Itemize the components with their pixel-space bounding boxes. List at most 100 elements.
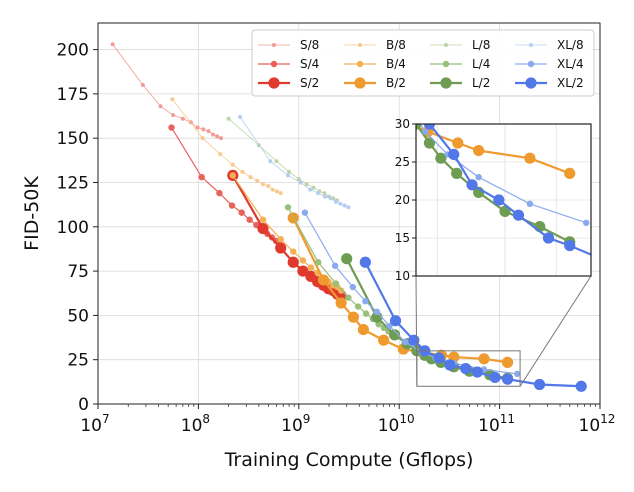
data-point <box>335 297 347 309</box>
data-point <box>277 235 284 243</box>
data-point <box>274 189 279 194</box>
data-point <box>238 114 243 119</box>
series-xl-2 <box>423 124 629 274</box>
x-tick-label: 1011 <box>478 412 515 436</box>
data-point <box>346 205 351 210</box>
data-point <box>268 159 273 164</box>
data-point <box>284 204 292 211</box>
inset-y-tick-label: 30 <box>395 117 410 131</box>
data-point <box>435 152 447 164</box>
data-point <box>287 169 292 174</box>
data-point <box>460 362 472 375</box>
x-tick-label: 108 <box>181 412 210 436</box>
data-point <box>359 256 371 268</box>
series-xl-4 <box>419 124 590 226</box>
data-point <box>226 116 231 121</box>
legend-marker <box>356 60 364 68</box>
series-line <box>419 124 587 224</box>
inset-series <box>348 7 629 274</box>
data-point <box>238 209 245 216</box>
legend-item: B/2 <box>344 76 406 90</box>
data-point <box>331 262 339 269</box>
series-line <box>228 118 338 201</box>
legend-item: S/4 <box>258 57 319 71</box>
data-point <box>362 298 369 305</box>
data-point <box>473 145 485 157</box>
y-tick-label: 150 <box>57 129 89 149</box>
data-point <box>389 315 402 327</box>
series-b-4 <box>229 172 345 294</box>
data-point <box>378 334 390 346</box>
x-tick-label: 109 <box>281 412 310 436</box>
y-axis-label: FID-50K <box>21 176 43 251</box>
data-point <box>201 127 206 132</box>
legend-item: S/8 <box>258 38 319 52</box>
legend-item: XL/4 <box>515 57 584 71</box>
legend-label: XL/8 <box>557 38 584 52</box>
data-point <box>475 174 482 181</box>
legend-item: L/8 <box>430 38 490 52</box>
data-point <box>423 137 436 149</box>
legend-marker <box>444 43 448 47</box>
series-line <box>239 116 349 208</box>
legend-marker <box>529 43 533 47</box>
data-point <box>285 173 290 178</box>
data-point <box>386 322 393 330</box>
data-point <box>493 194 505 206</box>
data-point <box>255 178 260 183</box>
data-point <box>564 240 576 252</box>
data-point <box>514 370 521 378</box>
data-point <box>451 167 463 179</box>
data-point <box>533 378 546 391</box>
data-point <box>478 353 490 365</box>
data-point <box>583 219 590 226</box>
y-tick-label: 50 <box>67 306 89 326</box>
y-tick-label: 175 <box>57 85 89 105</box>
series-line <box>416 124 571 243</box>
legend-item: XL/8 <box>515 38 584 52</box>
series-line <box>304 212 518 375</box>
data-point <box>200 136 205 141</box>
data-point <box>347 311 360 323</box>
data-point <box>362 310 370 317</box>
legend-item: L/2 <box>430 76 490 90</box>
inset-plot: 10 15 20 25 30 <box>348 7 629 283</box>
data-point <box>180 116 185 121</box>
series-l-8 <box>226 116 339 203</box>
series-l-4 <box>284 204 400 340</box>
inset-y-tick-label: 25 <box>395 155 410 169</box>
data-point <box>512 209 525 221</box>
data-point <box>308 187 313 192</box>
data-point <box>211 132 216 137</box>
data-point <box>408 334 420 346</box>
x-axis-label: Training Compute (Gflops) <box>224 449 474 471</box>
data-point <box>433 352 445 364</box>
data-point <box>448 148 460 160</box>
legend-marker <box>442 60 450 68</box>
y-tick-label: 200 <box>57 41 89 61</box>
data-point <box>110 42 115 47</box>
y-tick-label: 0 <box>78 395 89 415</box>
data-point <box>316 191 321 196</box>
data-point <box>307 264 315 271</box>
data-point <box>229 172 236 179</box>
data-point <box>246 216 253 223</box>
legend-label: B/4 <box>386 57 406 71</box>
data-point <box>337 287 345 294</box>
data-point <box>526 200 534 207</box>
main-series <box>110 42 587 392</box>
legend-label: XL/4 <box>557 57 584 71</box>
data-point <box>215 134 220 139</box>
data-point <box>489 371 501 384</box>
data-point <box>275 242 287 254</box>
data-point <box>259 216 267 223</box>
data-point <box>261 182 266 187</box>
y-tick-label: 25 <box>67 351 89 371</box>
inset-y-tick-label: 10 <box>395 269 410 283</box>
series-line <box>428 124 591 256</box>
data-point <box>618 263 629 274</box>
x-tick-label: 1012 <box>579 412 616 436</box>
data-point <box>348 7 354 13</box>
legend-box <box>251 29 595 97</box>
